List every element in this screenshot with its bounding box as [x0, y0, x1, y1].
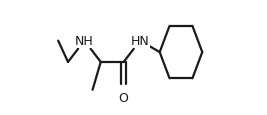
Text: O: O [119, 92, 129, 105]
Text: NH: NH [75, 35, 94, 48]
Text: HN: HN [131, 35, 150, 48]
